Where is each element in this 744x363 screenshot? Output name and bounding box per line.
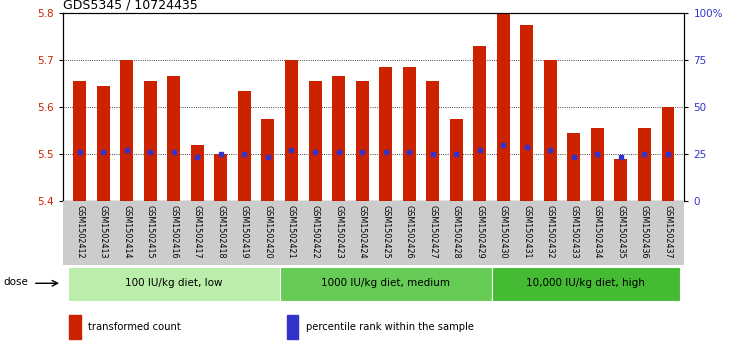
Text: GSM1502416: GSM1502416: [170, 205, 179, 258]
Bar: [68, 267, 280, 301]
Bar: [403, 67, 416, 201]
Bar: [144, 81, 157, 201]
Text: GSM1502420: GSM1502420: [263, 205, 272, 258]
Text: GSM1502433: GSM1502433: [569, 205, 578, 258]
Bar: [73, 81, 86, 201]
Bar: [568, 133, 580, 201]
Text: GSM1502435: GSM1502435: [617, 205, 626, 258]
Text: GSM1502430: GSM1502430: [498, 205, 508, 258]
Text: 10,000 IU/kg diet, high: 10,000 IU/kg diet, high: [526, 278, 645, 288]
Bar: [591, 129, 604, 201]
Text: GSM1502412: GSM1502412: [75, 205, 84, 258]
Bar: [473, 46, 487, 201]
Bar: [121, 60, 133, 201]
Text: GSM1502424: GSM1502424: [358, 205, 367, 258]
Text: percentile rank within the sample: percentile rank within the sample: [306, 322, 473, 332]
Text: GSM1502414: GSM1502414: [122, 205, 131, 258]
Bar: [492, 267, 680, 301]
Bar: [280, 267, 492, 301]
Bar: [450, 119, 463, 201]
Text: GSM1502428: GSM1502428: [452, 205, 461, 258]
Bar: [661, 107, 675, 201]
Text: GSM1502417: GSM1502417: [193, 205, 202, 258]
Text: GDS5345 / 10724435: GDS5345 / 10724435: [63, 0, 198, 12]
Bar: [520, 24, 533, 201]
Text: GSM1502422: GSM1502422: [310, 205, 319, 258]
Bar: [214, 154, 228, 201]
Text: GSM1502434: GSM1502434: [593, 205, 602, 258]
Text: GSM1502429: GSM1502429: [475, 205, 484, 258]
Bar: [497, 13, 510, 201]
Text: 1000 IU/kg diet, medium: 1000 IU/kg diet, medium: [321, 278, 450, 288]
Bar: [238, 91, 251, 201]
Text: GSM1502419: GSM1502419: [240, 205, 249, 258]
Text: GSM1502437: GSM1502437: [664, 205, 673, 258]
Bar: [615, 159, 627, 201]
Bar: [309, 81, 321, 201]
Bar: [191, 145, 204, 201]
Text: GSM1502432: GSM1502432: [546, 205, 555, 258]
Text: GSM1502413: GSM1502413: [99, 205, 108, 258]
Bar: [426, 81, 439, 201]
Text: GSM1502421: GSM1502421: [287, 205, 296, 258]
Text: GSM1502418: GSM1502418: [217, 205, 225, 258]
Text: transformed count: transformed count: [88, 322, 181, 332]
Bar: [356, 81, 368, 201]
Bar: [332, 77, 345, 201]
Text: GSM1502436: GSM1502436: [640, 205, 649, 258]
Bar: [287, 315, 298, 339]
Bar: [638, 129, 651, 201]
Text: GSM1502427: GSM1502427: [429, 205, 437, 258]
Bar: [544, 60, 557, 201]
Text: GSM1502426: GSM1502426: [405, 205, 414, 258]
Text: GSM1502415: GSM1502415: [146, 205, 155, 258]
Bar: [261, 119, 275, 201]
Bar: [285, 60, 298, 201]
Bar: [167, 77, 180, 201]
Text: 100 IU/kg diet, low: 100 IU/kg diet, low: [125, 278, 222, 288]
Bar: [69, 315, 80, 339]
Text: dose: dose: [3, 277, 28, 287]
Text: GSM1502431: GSM1502431: [522, 205, 531, 258]
Text: GSM1502423: GSM1502423: [334, 205, 343, 258]
Bar: [97, 86, 109, 201]
Bar: [379, 67, 392, 201]
Text: GSM1502425: GSM1502425: [381, 205, 390, 258]
